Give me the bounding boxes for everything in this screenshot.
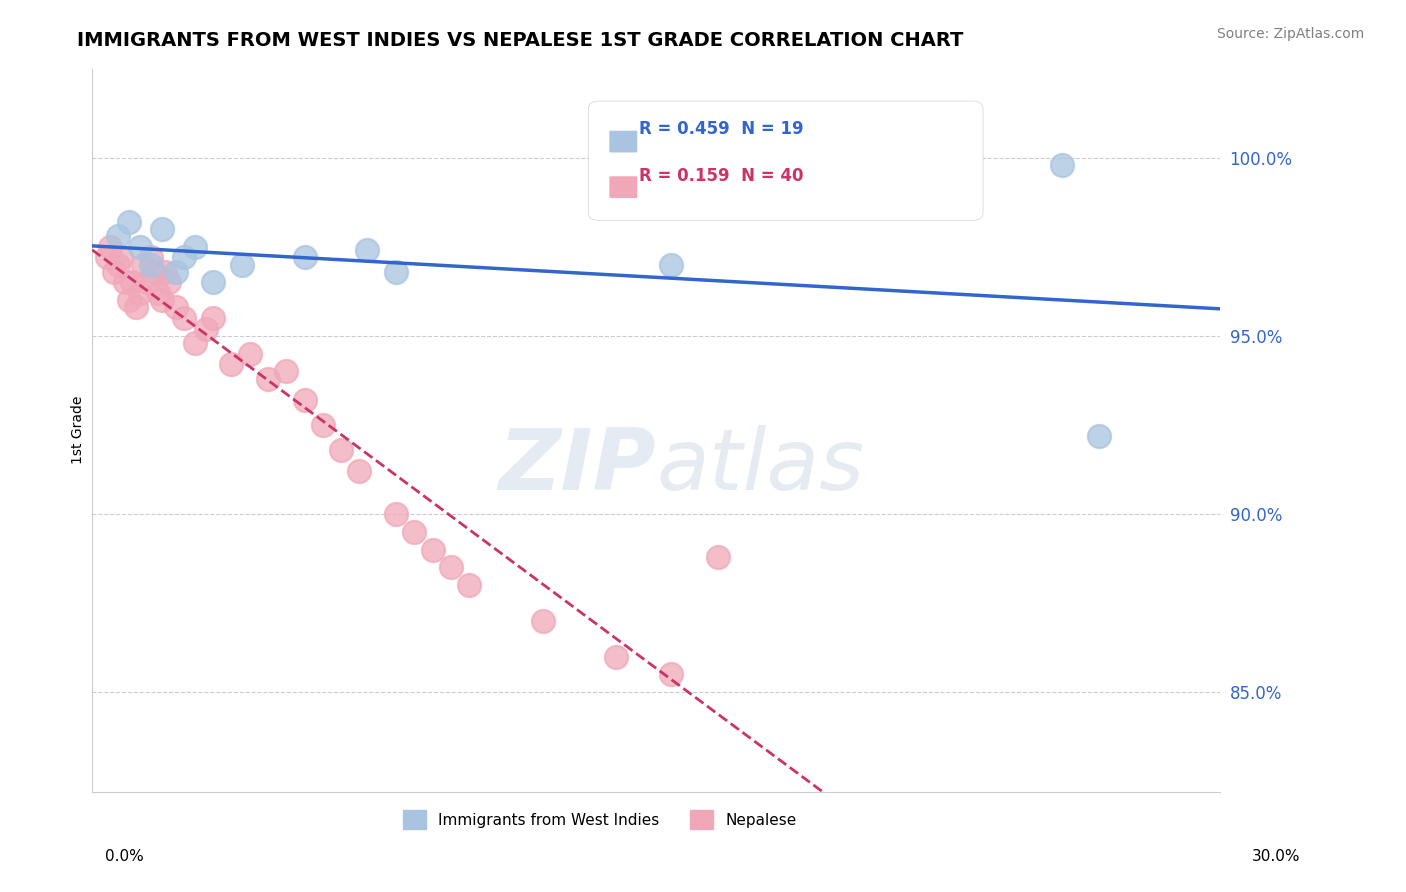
Point bbox=[707, 549, 730, 564]
Point bbox=[201, 276, 224, 290]
Point bbox=[183, 335, 205, 350]
Point bbox=[150, 222, 173, 236]
Point bbox=[139, 251, 162, 265]
Point bbox=[125, 300, 148, 314]
Text: 0.0%: 0.0% bbox=[105, 849, 145, 863]
Point bbox=[201, 310, 224, 325]
Point bbox=[103, 265, 125, 279]
Point bbox=[659, 667, 682, 681]
Point bbox=[422, 542, 444, 557]
Point bbox=[146, 286, 169, 301]
FancyBboxPatch shape bbox=[588, 101, 983, 220]
Point bbox=[165, 265, 187, 279]
Point bbox=[330, 442, 353, 457]
Point bbox=[231, 258, 253, 272]
Point bbox=[136, 276, 159, 290]
Text: IMMIGRANTS FROM WEST INDIES VS NEPALESE 1ST GRADE CORRELATION CHART: IMMIGRANTS FROM WEST INDIES VS NEPALESE … bbox=[77, 31, 963, 50]
Point bbox=[150, 293, 173, 308]
Point bbox=[605, 649, 627, 664]
Point bbox=[294, 251, 316, 265]
Y-axis label: 1st Grade: 1st Grade bbox=[72, 396, 86, 465]
Point bbox=[118, 293, 141, 308]
Point bbox=[239, 346, 262, 360]
Point bbox=[312, 417, 335, 432]
Text: R = 0.459  N = 19: R = 0.459 N = 19 bbox=[640, 120, 804, 137]
Text: ZIP: ZIP bbox=[498, 425, 657, 508]
Point bbox=[121, 276, 143, 290]
Point bbox=[221, 357, 243, 371]
Point bbox=[114, 276, 136, 290]
Point bbox=[157, 276, 180, 290]
Point bbox=[356, 244, 378, 258]
Legend: Immigrants from West Indies, Nepalese: Immigrants from West Indies, Nepalese bbox=[396, 804, 803, 835]
Point bbox=[155, 265, 177, 279]
Point bbox=[173, 251, 195, 265]
FancyBboxPatch shape bbox=[609, 176, 638, 199]
Point bbox=[194, 321, 217, 335]
Text: atlas: atlas bbox=[657, 425, 865, 508]
Point bbox=[349, 464, 371, 478]
Point bbox=[139, 258, 162, 272]
Point bbox=[107, 258, 129, 272]
Point bbox=[183, 240, 205, 254]
Text: Source: ZipAtlas.com: Source: ZipAtlas.com bbox=[1216, 27, 1364, 41]
Point bbox=[100, 240, 122, 254]
Point bbox=[165, 300, 187, 314]
Text: 30.0%: 30.0% bbox=[1253, 849, 1301, 863]
Point bbox=[143, 265, 166, 279]
Point bbox=[385, 507, 408, 521]
Point bbox=[440, 560, 463, 574]
Point bbox=[276, 364, 298, 378]
Point bbox=[458, 578, 481, 592]
Point bbox=[173, 310, 195, 325]
Point bbox=[107, 229, 129, 244]
Text: R = 0.159  N = 40: R = 0.159 N = 40 bbox=[640, 167, 804, 185]
Point bbox=[128, 286, 150, 301]
Point bbox=[1088, 428, 1111, 442]
Point bbox=[294, 392, 316, 407]
Point bbox=[404, 524, 426, 539]
Point bbox=[257, 371, 280, 385]
FancyBboxPatch shape bbox=[609, 130, 638, 153]
Point bbox=[118, 215, 141, 229]
Point bbox=[96, 251, 118, 265]
Point bbox=[659, 258, 682, 272]
Point bbox=[385, 265, 408, 279]
Point bbox=[1052, 158, 1074, 172]
Point bbox=[132, 258, 155, 272]
Point bbox=[110, 251, 132, 265]
Point bbox=[128, 240, 150, 254]
Point bbox=[531, 614, 554, 628]
